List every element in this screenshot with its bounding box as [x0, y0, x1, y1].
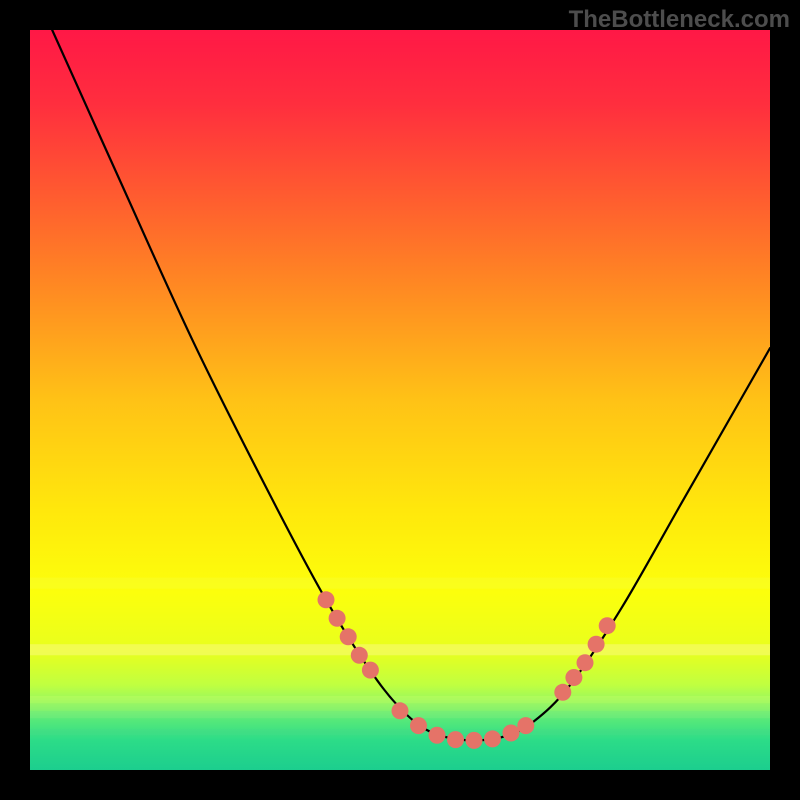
marker-dot: [503, 725, 520, 742]
marker-dot: [554, 684, 571, 701]
marker-dot: [329, 610, 346, 627]
marker-dot: [362, 662, 379, 679]
color-band: [30, 729, 770, 735]
marker-dot: [577, 654, 594, 671]
marker-dot: [517, 717, 534, 734]
marker-dot: [565, 669, 582, 686]
marker-dot: [429, 727, 446, 744]
marker-dot: [588, 636, 605, 653]
chart-svg: [30, 30, 770, 770]
marker-dot: [466, 732, 483, 749]
marker-dot: [599, 617, 616, 634]
plot-area: [30, 30, 770, 770]
color-band: [30, 696, 770, 703]
marker-dot: [410, 717, 427, 734]
marker-dot: [447, 731, 464, 748]
marker-dot: [351, 647, 368, 664]
color-band: [30, 644, 770, 655]
chart-container: TheBottleneck.com: [0, 0, 800, 800]
marker-dot: [392, 702, 409, 719]
marker-dot: [318, 591, 335, 608]
marker-dot: [340, 628, 357, 645]
gradient-background: [30, 30, 770, 770]
color-band: [30, 578, 770, 589]
marker-dot: [484, 730, 501, 747]
